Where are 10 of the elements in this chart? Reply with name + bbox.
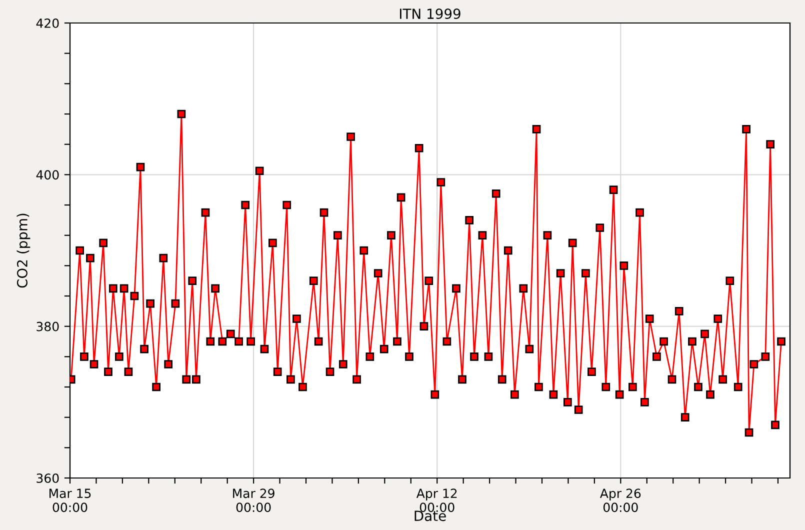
y-tick-label: 360 (36, 473, 59, 483)
x-tick-label: Mar 29 00:00 (233, 488, 274, 512)
y-tick-label: 380 (36, 322, 59, 332)
x-tick-label: Mar 15 00:00 (49, 488, 91, 512)
y-axis-title: CO2 (ppm) (16, 214, 30, 288)
y-tick-label: 420 (36, 18, 59, 28)
chart-title: ITN 1999 (400, 8, 460, 20)
y-tick-label: 400 (36, 170, 59, 180)
x-tick-label: Apr 26 00:00 (600, 488, 641, 512)
x-axis-title: Date (414, 510, 446, 522)
